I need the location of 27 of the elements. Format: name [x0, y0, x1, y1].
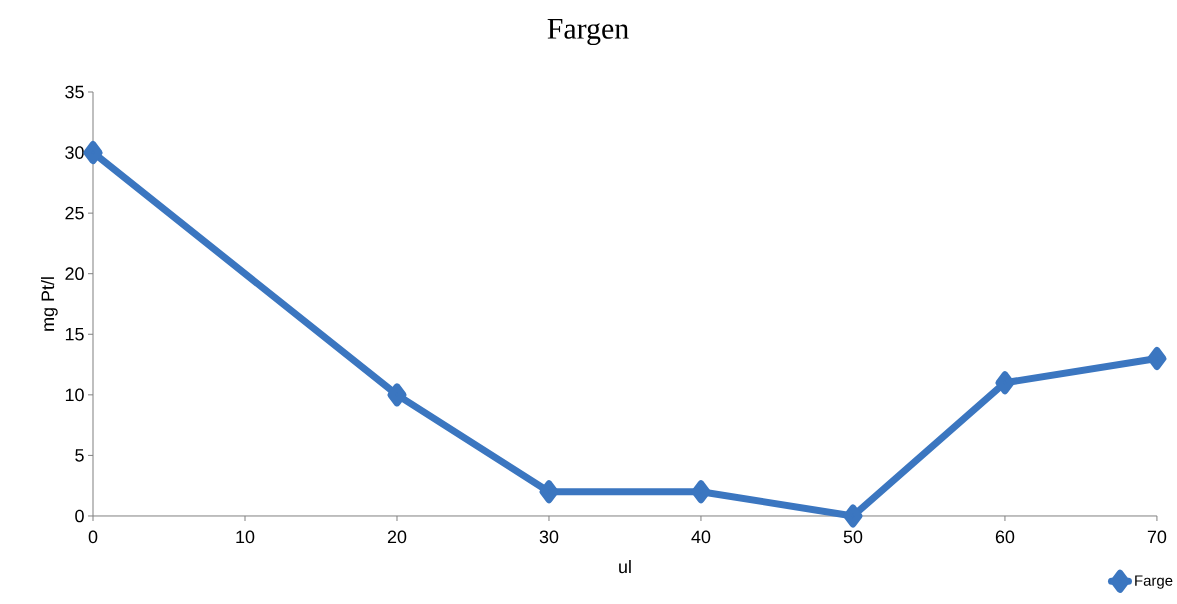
- point: [843, 504, 863, 528]
- x-tick-label: 10: [236, 530, 255, 544]
- y-tick-label: 30: [65, 146, 84, 159]
- legend-label: Farge: [1135, 575, 1173, 589]
- x-tick-label: 60: [995, 530, 1015, 544]
- x-tick-label: 70: [1147, 530, 1167, 544]
- y-tick-label: 15: [65, 328, 84, 341]
- y-tick-label: 0: [75, 509, 84, 523]
- x-tick-label: 30: [539, 530, 559, 544]
- point: [995, 371, 1015, 395]
- x-axis-title: ul: [619, 560, 631, 574]
- y-tick-label: 5: [75, 449, 84, 462]
- point: [1147, 347, 1167, 370]
- x-tick-label: 40: [691, 530, 711, 544]
- point: [539, 480, 559, 504]
- y-tick-label: 10: [65, 388, 84, 402]
- x-tick-label: 20: [387, 530, 407, 544]
- x-tick-label: 50: [843, 530, 863, 544]
- x-tick-label: 0: [88, 530, 98, 544]
- y-axis-title: mg Pt/l: [40, 277, 58, 331]
- point: [83, 141, 103, 165]
- y-tick-label: 25: [65, 206, 84, 220]
- point: [691, 480, 711, 504]
- point: [387, 383, 407, 407]
- y-tick-label: 35: [65, 85, 84, 99]
- y-tick-label: 20: [65, 267, 84, 281]
- chart-title: Fargen: [547, 18, 629, 45]
